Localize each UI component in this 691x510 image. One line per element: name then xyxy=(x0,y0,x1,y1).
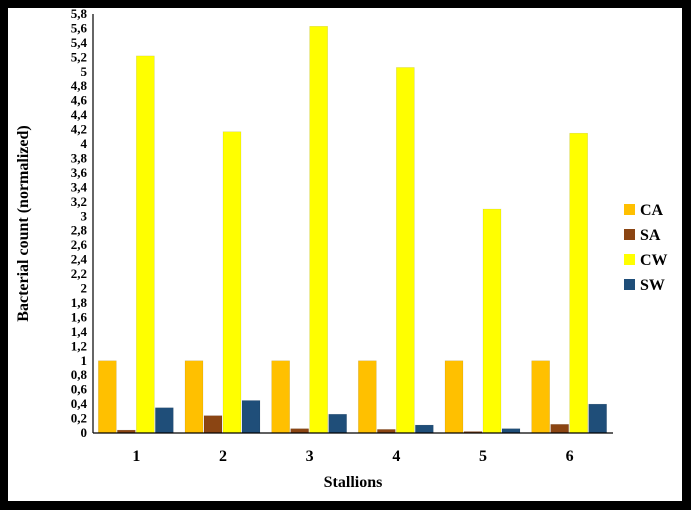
bar-sa xyxy=(550,424,569,434)
y-tick-label: 1,6 xyxy=(71,309,88,324)
bar-sw xyxy=(501,428,521,434)
bar-sw xyxy=(415,424,434,434)
y-tick-label: 0,6 xyxy=(71,382,88,397)
legend-swatch-cw xyxy=(624,254,635,265)
y-tick-label: 2,2 xyxy=(71,266,87,281)
y-tick-label: 1,8 xyxy=(71,295,88,310)
y-tick-label: 2 xyxy=(81,281,88,296)
bar-ca xyxy=(358,360,377,434)
y-tick-label: 4,4 xyxy=(71,107,88,122)
bar-chart: 00,20,40,60,811,21,41,61,822,22,42,62,83… xyxy=(15,6,668,491)
bar-cw xyxy=(569,132,588,434)
bar-sw xyxy=(155,407,174,434)
y-tick-label: 3 xyxy=(81,208,88,223)
x-category-label: 5 xyxy=(479,448,487,465)
x-category-label: 1 xyxy=(132,448,140,465)
bar-ca xyxy=(98,360,117,434)
x-category-label: 2 xyxy=(219,448,227,465)
y-tick-label: 1,2 xyxy=(71,338,87,353)
y-tick-label: 0,2 xyxy=(71,411,87,426)
y-tick-label: 3,2 xyxy=(71,194,87,209)
y-tick-label: 2,8 xyxy=(71,223,88,238)
bar-cw xyxy=(482,208,502,434)
y-tick-label: 4 xyxy=(81,136,88,151)
y-tick-label: 3,8 xyxy=(71,150,88,165)
y-tick-label: 2,4 xyxy=(71,252,88,267)
y-tick-label: 2,6 xyxy=(71,237,88,252)
x-category-labels: 1 2 3 4 5 6 xyxy=(132,448,573,465)
y-tick-label: 5 xyxy=(81,64,88,79)
bar-ca xyxy=(531,360,550,434)
y-tick-label: 3,6 xyxy=(71,165,88,180)
bar-sa xyxy=(290,428,309,434)
bar-cw xyxy=(396,67,415,434)
y-tick-label: 0,4 xyxy=(71,396,88,411)
y-tick-labels: 00,20,40,60,811,21,41,61,822,22,42,62,83… xyxy=(71,6,88,440)
legend-swatch-sa xyxy=(624,229,635,240)
bar-sw xyxy=(328,413,347,434)
y-tick-label: 1,4 xyxy=(71,324,88,339)
bar-cw xyxy=(222,131,242,434)
legend-label-sw: SW xyxy=(640,277,665,294)
x-axis-title: Stallions xyxy=(324,474,383,491)
legend-label-sa: SA xyxy=(640,227,661,244)
y-tick-label: 5,4 xyxy=(71,35,88,50)
y-tick-label: 0 xyxy=(81,425,88,440)
bar-sw xyxy=(241,400,261,434)
y-tick-label: 5,2 xyxy=(71,49,87,64)
y-tick-label: 0,8 xyxy=(71,367,88,382)
bar-ca xyxy=(271,360,290,434)
y-tick-label: 3,4 xyxy=(71,179,88,194)
x-category-label: 3 xyxy=(306,448,314,465)
bar-ca xyxy=(184,360,204,434)
y-tick-label: 4,8 xyxy=(71,78,88,93)
x-category-label: 4 xyxy=(392,448,400,465)
legend-swatch-ca xyxy=(624,204,635,215)
legend-label-ca: CA xyxy=(640,202,664,219)
legend-swatch-sw xyxy=(624,279,635,290)
y-axis-title: Bacterial count (normalized) xyxy=(15,125,32,321)
x-category-label: 6 xyxy=(566,448,574,465)
y-tick-label: 5,6 xyxy=(71,20,88,35)
legend-label-cw: CW xyxy=(640,252,668,269)
bar-cw xyxy=(136,55,155,434)
legend: CA SA CW SW xyxy=(624,202,668,294)
bar-cw xyxy=(309,26,328,434)
y-tick-label: 5,8 xyxy=(71,8,88,21)
y-tick-label: 1 xyxy=(81,353,88,368)
bars-group xyxy=(98,26,607,434)
chart-frame: 0 0,2 0,4 0,6 0,8 1 1,2 1,4 1,6 1,8 2 2,2 2,4 2,6 2,8 3… xyxy=(8,6,682,501)
y-tick-label: 4,2 xyxy=(71,122,87,137)
bar-sw xyxy=(588,403,607,434)
y-tick-label: 4,6 xyxy=(71,93,88,108)
bar-ca xyxy=(444,360,464,434)
bar-sa xyxy=(203,415,223,434)
